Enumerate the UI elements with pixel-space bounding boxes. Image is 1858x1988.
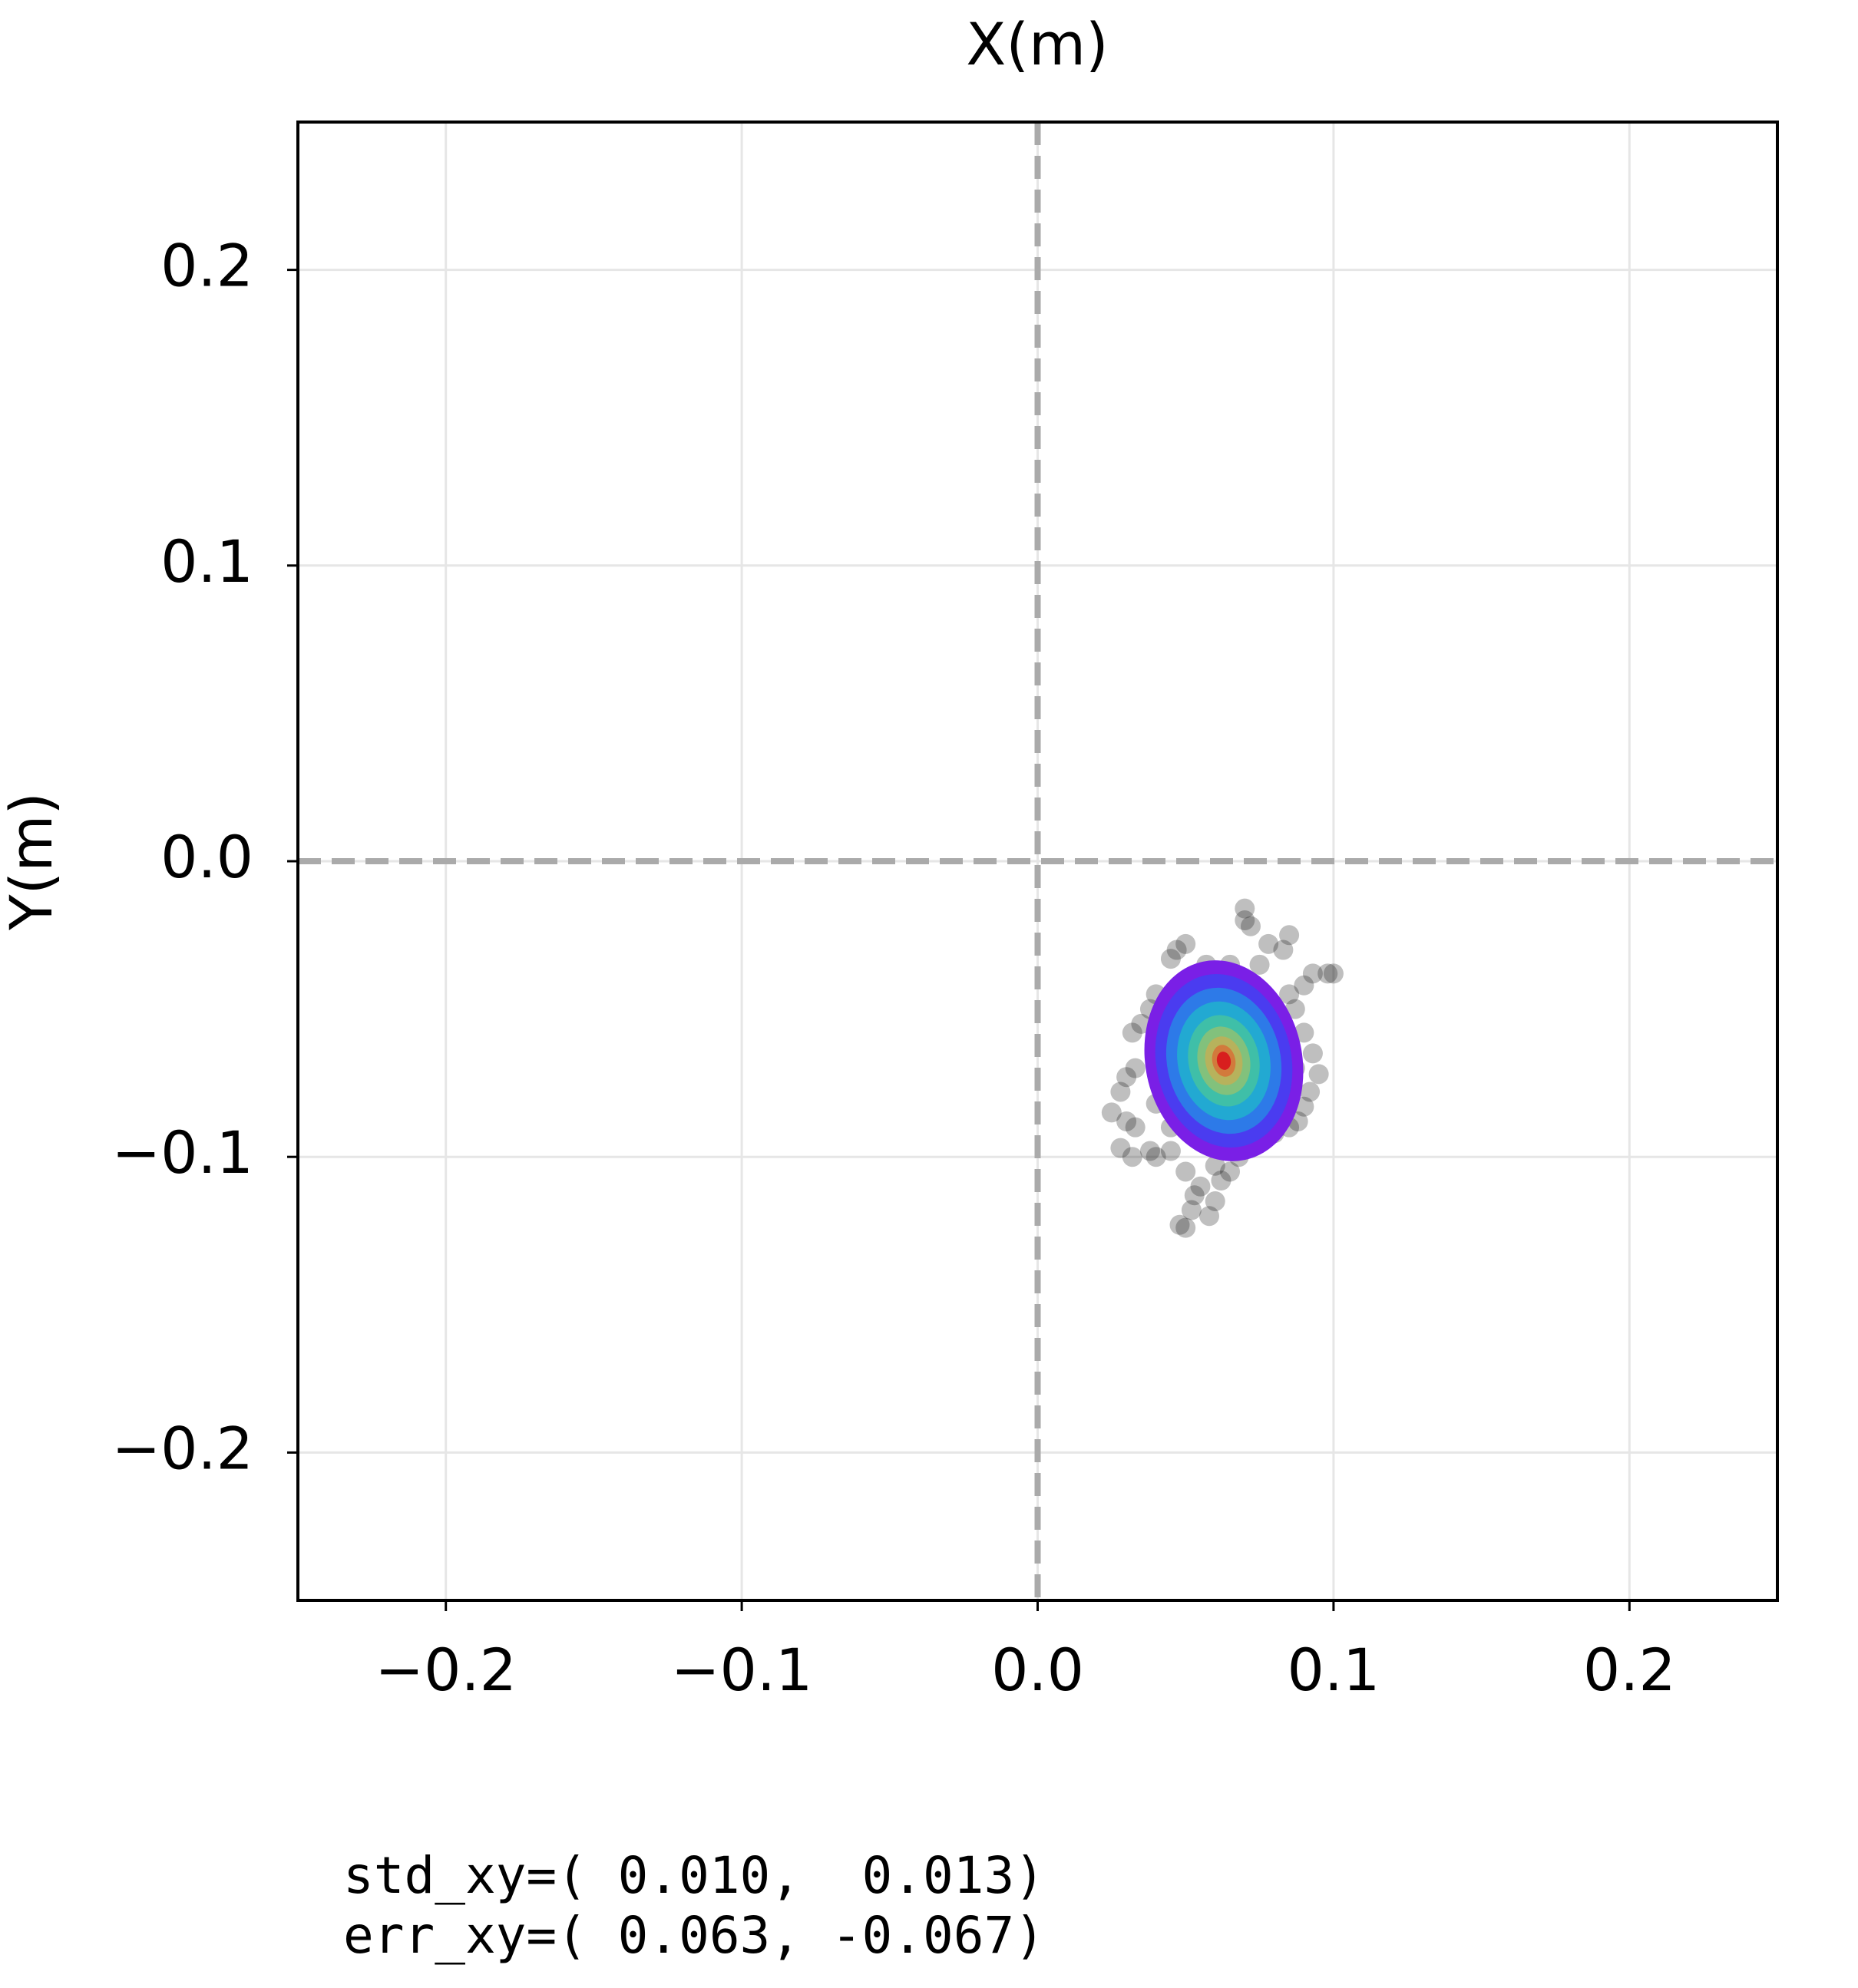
scatter-point — [1122, 1147, 1142, 1167]
scatter-point — [1279, 925, 1300, 946]
scatter-point — [1175, 1217, 1196, 1238]
scatter-point — [1249, 954, 1270, 975]
density-blob — [1144, 960, 1304, 1161]
grid — [298, 122, 1777, 1600]
scatter-point — [1199, 1206, 1220, 1227]
scatter-point — [1284, 999, 1305, 1019]
scatter-point — [1175, 933, 1196, 954]
scatter-point — [1190, 1176, 1211, 1197]
scatter-point — [1302, 963, 1323, 984]
x-tick-label: 0.2 — [1583, 1636, 1676, 1704]
scatter-point — [1181, 1200, 1202, 1220]
scatter-point — [1184, 1185, 1205, 1206]
scatter-point — [1146, 1147, 1166, 1167]
scatter-point — [1116, 1111, 1137, 1131]
density-level — [1216, 1052, 1232, 1070]
scatter-point — [1125, 1117, 1146, 1138]
scatter-point — [1273, 940, 1294, 960]
annotation: err_xy=( 0.063, -0.067) — [343, 1906, 1045, 1965]
scatter-point — [1258, 933, 1279, 954]
x-tick-label: 0.1 — [1287, 1636, 1380, 1704]
scatter-point — [1294, 975, 1314, 996]
y-tick-label: −0.2 — [111, 1414, 253, 1482]
scatter-point — [1235, 910, 1255, 931]
scatter-point — [1131, 1013, 1152, 1034]
scatter-point — [1175, 1161, 1196, 1182]
scatter-point — [1101, 1102, 1122, 1123]
scatter-point — [1235, 898, 1255, 919]
scatter-point — [1317, 963, 1338, 984]
scatter-point — [1110, 1082, 1131, 1102]
scatter-point — [1116, 1067, 1137, 1088]
x-tick-label: −0.1 — [671, 1636, 813, 1704]
y-tick-label: −0.1 — [111, 1118, 253, 1187]
scatter-point — [1139, 1141, 1160, 1161]
y-tick-label: 0.2 — [160, 232, 253, 300]
scatter-point — [1160, 1141, 1181, 1161]
y-axis-label: Y(m) — [0, 792, 65, 931]
scatter-point — [1294, 1022, 1314, 1043]
x-tick-label: −0.2 — [375, 1636, 517, 1704]
scatter-point — [1240, 916, 1261, 936]
scatter-point — [1302, 1043, 1323, 1064]
scatter-point — [1220, 1161, 1241, 1182]
x-tick-label: 0.0 — [991, 1636, 1084, 1704]
scatter-point — [1169, 1214, 1190, 1235]
y-tick-label: 0.0 — [160, 823, 253, 891]
annotation: std_xy=( 0.010, 0.013) — [343, 1846, 1045, 1905]
scatter-point — [1125, 1058, 1146, 1078]
scatter-point — [1323, 963, 1344, 984]
scatter-point — [1110, 1138, 1131, 1158]
scatter-point — [1308, 1064, 1329, 1085]
scatter-point — [1279, 984, 1300, 1005]
scatter-point — [1205, 1190, 1225, 1211]
scatter-point — [1166, 940, 1187, 960]
scatter-point — [1160, 949, 1181, 969]
scatter-point — [1122, 1022, 1142, 1043]
y-tick-label: 0.1 — [160, 527, 253, 596]
scatter-point — [1211, 1171, 1232, 1191]
scatter-point — [1300, 1082, 1321, 1102]
chart-title: X(m) — [966, 10, 1108, 78]
scatter-point — [1205, 1155, 1225, 1176]
